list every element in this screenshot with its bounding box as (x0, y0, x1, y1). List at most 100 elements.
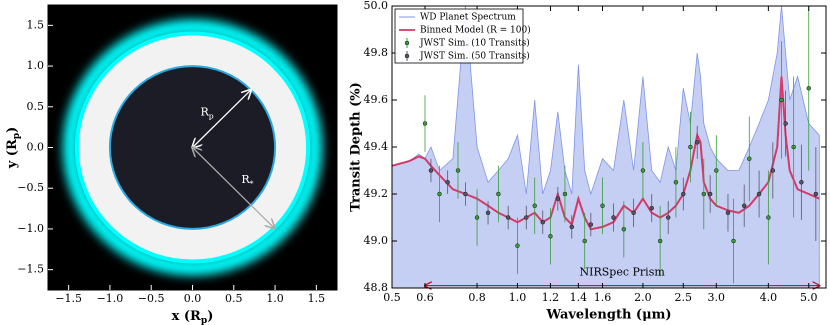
sim-point (714, 168, 719, 173)
x-tick-label: 0.0 (184, 292, 202, 305)
sim-point (555, 196, 561, 201)
y-tick-label: 49.2 (364, 187, 389, 200)
sim-point (799, 180, 804, 185)
sim-point (445, 180, 450, 185)
y-tick-label: 49.8 (364, 46, 389, 59)
planet-radius-label-sub: p (209, 112, 214, 121)
y-tick-label: −1.5 (17, 263, 44, 276)
y-tick-label: 0.0 (27, 141, 45, 154)
sim-point (496, 191, 501, 197)
sim-point (463, 191, 468, 197)
sim-point (741, 203, 747, 208)
star-radius-label-sub: * (250, 179, 254, 188)
planet-radius-label-main: R (200, 106, 209, 119)
sim-point (701, 191, 707, 197)
x-tick-label: −1.5 (55, 292, 82, 305)
x-tick-label: 0.5 (383, 291, 401, 304)
sim-point (455, 168, 461, 173)
sim-point (485, 210, 491, 216)
spectrum-area (392, 6, 820, 288)
legend-label: Binned Model (R = 100) (420, 25, 531, 36)
legend-box (394, 8, 524, 64)
sim-point (695, 140, 700, 145)
sim-point (611, 215, 616, 220)
y-tick-label: −1.0 (17, 222, 44, 235)
sim-point (707, 191, 713, 197)
sim-point (779, 97, 784, 103)
sim-point (681, 191, 686, 197)
sim-point (631, 210, 636, 216)
sim-point (783, 121, 788, 126)
sim-point (588, 222, 594, 227)
planet-radius-arrow (193, 90, 251, 148)
sim-point (548, 234, 553, 239)
x-axis-label-tail: ) (207, 309, 213, 324)
sim-point (747, 156, 752, 161)
sim-point (791, 144, 796, 150)
legend-label: WD Planet Spectrum (420, 13, 516, 23)
legend-label: JWST Sim. (50 Transits) (419, 51, 530, 62)
legend-swatch (404, 40, 410, 46)
x-tick-label: −1.0 (97, 292, 124, 305)
x-tick-label: 4.0 (760, 291, 778, 304)
y-tick-label: 49.0 (364, 234, 389, 247)
sim-point (731, 238, 736, 244)
x-tick-label: 0.5 (225, 292, 243, 305)
annotation: WD 1856+534 (56, 12, 138, 25)
x-tick-label: 2.5 (675, 291, 693, 304)
y-axis-label-main: y (R (5, 139, 20, 169)
x-tick-label: 0.8 (468, 291, 486, 304)
x-axis-label-sub: p (201, 315, 207, 325)
disk-layer (62, 19, 323, 276)
y-axis-label-tail: ) (5, 127, 20, 133)
x-axis-label: Wavelength (μm) (545, 308, 671, 323)
y-axis-label: y (Rp) (5, 127, 22, 170)
y-tick-label: 49.6 (364, 93, 389, 106)
sim-point (766, 215, 771, 220)
sim-point (562, 191, 568, 197)
star-radius-label-main: R (241, 173, 250, 186)
sim-point (600, 203, 605, 208)
sim-point (524, 215, 529, 220)
sim-point (569, 224, 574, 230)
y-tick-label: −0.5 (17, 181, 44, 194)
y-axis-label-sub: p (11, 133, 22, 139)
x-tick-label: 1.6 (594, 291, 612, 304)
legend-label: JWST Sim. (10 Transits) (419, 38, 530, 49)
sim-point (673, 180, 679, 185)
sim-point (422, 121, 428, 126)
sim-point (813, 191, 819, 197)
y-tick-label: 49.4 (364, 140, 389, 153)
annotation-text: NIRSpec Prism (580, 266, 666, 279)
sim-point (474, 215, 480, 220)
sim-point (657, 238, 663, 244)
y-tick-label: 48.8 (364, 281, 389, 294)
star-radius-arrow (193, 148, 275, 229)
star-radius-label: R* (241, 173, 253, 188)
sim-point (770, 168, 776, 173)
x-tick-label: 1.0 (266, 292, 284, 305)
sim-point (725, 210, 731, 216)
sim-point (437, 191, 442, 197)
sim-point (640, 168, 646, 173)
x-tick-label: 2.0 (634, 291, 652, 304)
x-tick-label: 0.6 (416, 291, 434, 304)
sim-point (505, 215, 511, 220)
data-layer (392, 6, 820, 288)
sim-point (540, 219, 545, 225)
x-tick-label: 1.4 (570, 291, 588, 304)
y-axis-label: Transit Depth (%) (349, 82, 364, 212)
x-tick-label: 1.2 (542, 291, 560, 304)
legend: WD Planet Spectrum Binned Model (R = 100)… (394, 8, 531, 64)
y-tick-label: 1.0 (27, 59, 45, 72)
sim-point (688, 144, 693, 150)
sim-point (649, 205, 654, 211)
x-tick-label: 5.0 (800, 291, 818, 304)
sim-point (756, 191, 762, 197)
y-tick-label: 50.0 (364, 0, 389, 12)
x-axis-label-main: x (R (172, 309, 201, 324)
y-tick-label: 1.5 (27, 18, 45, 31)
x-tick-label: −0.5 (138, 292, 165, 305)
planet-radius-label: Rp (200, 106, 213, 121)
